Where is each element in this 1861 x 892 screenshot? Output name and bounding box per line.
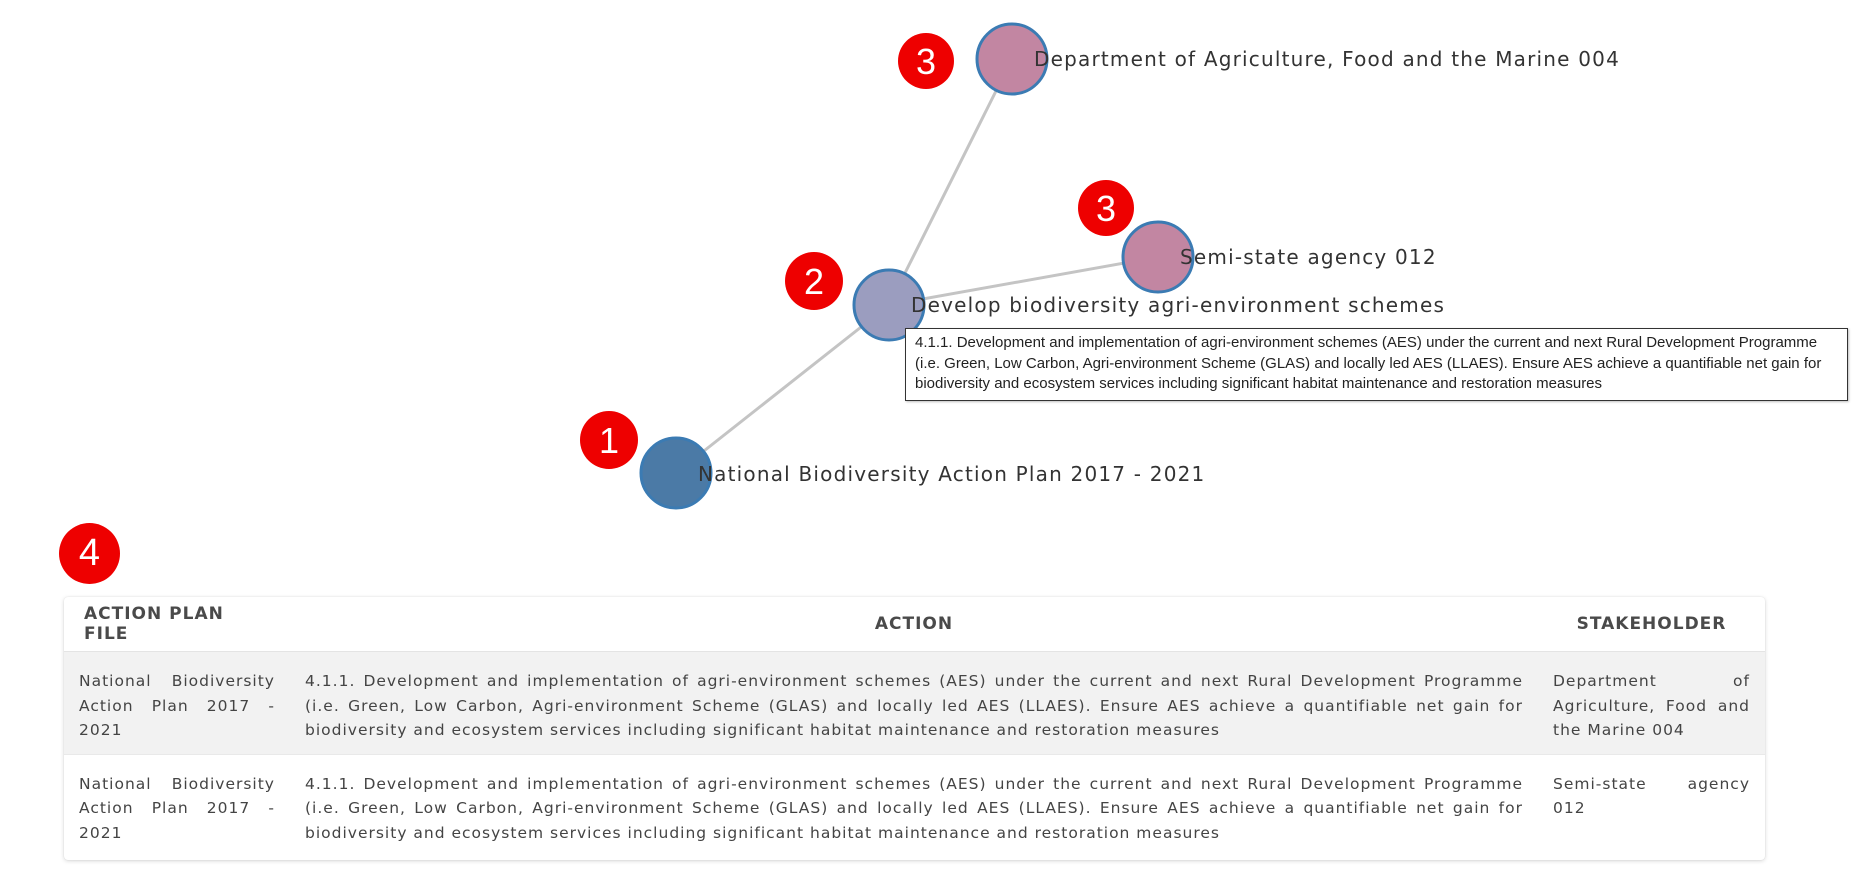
edge-action-semi <box>888 255 1159 307</box>
graph-node-action[interactable]: Develop biodiversity agri-environment sc… <box>852 268 1445 342</box>
node-label-plan: National Biodiversity Action Plan 2017 -… <box>698 462 1205 486</box>
graph-node-plan[interactable]: National Biodiversity Action Plan 2017 -… <box>639 436 1205 510</box>
node-circle-semi[interactable] <box>1121 220 1195 294</box>
step-badge-3-semi: 3 <box>1078 180 1134 236</box>
cell-action-plan-file: National Biodiversity Action Plan 2017 -… <box>64 753 290 856</box>
action-tooltip: 4.1.1. Development and implementation of… <box>905 328 1848 401</box>
stakeholder-table-card: ACTION PLAN FILE ACTION STAKEHOLDER Nati… <box>64 597 1765 860</box>
cell-stakeholder: Department of Agriculture, Food and the … <box>1538 651 1765 754</box>
badge-circle-1 <box>580 411 638 469</box>
step-badge-2: 2 <box>785 252 843 310</box>
edge-plan-action <box>675 303 890 475</box>
graph-node-semi[interactable]: Semi-state agency 012 <box>1121 220 1437 294</box>
step-badge-1: 1 <box>580 411 638 469</box>
cell-action: 4.1.1. Development and implementation of… <box>290 651 1538 754</box>
badge-circle-2 <box>785 252 843 310</box>
cell-stakeholder: Semi-state agency 012 <box>1538 753 1765 856</box>
table-row[interactable]: National Biodiversity Action Plan 2017 -… <box>64 753 1765 856</box>
header-action-plan-file[interactable]: ACTION PLAN FILE <box>64 597 290 652</box>
badge-number-3-semi: 3 <box>1096 188 1116 229</box>
cell-action-plan-file: National Biodiversity Action Plan 2017 -… <box>64 651 290 754</box>
node-label-action: Develop biodiversity agri-environment sc… <box>911 293 1445 317</box>
step-badge-4: 4 <box>59 523 120 584</box>
node-circle-dept[interactable] <box>975 22 1049 96</box>
cell-action: 4.1.1. Development and implementation of… <box>290 753 1538 856</box>
step-badge-3-dept: 3 <box>898 33 954 89</box>
header-action[interactable]: ACTION <box>290 597 1538 652</box>
node-circle-plan[interactable] <box>639 436 713 510</box>
badge-circle-3-semi <box>1078 180 1134 236</box>
table-header-row: ACTION PLAN FILE ACTION STAKEHOLDER <box>64 597 1765 652</box>
stakeholder-table: ACTION PLAN FILE ACTION STAKEHOLDER Nati… <box>64 597 1765 856</box>
graph-edges <box>675 58 1159 475</box>
node-circle-action[interactable] <box>852 268 926 342</box>
badge-number-1: 1 <box>599 420 619 461</box>
node-label-semi: Semi-state agency 012 <box>1180 245 1437 269</box>
edge-action-dept <box>887 58 1014 306</box>
badge-number-3-dept: 3 <box>916 41 936 82</box>
badge-number-2: 2 <box>804 261 824 302</box>
network-graph: National Biodiversity Action Plan 2017 -… <box>580 22 1620 510</box>
graph-node-dept[interactable]: Department of Agriculture, Food and the … <box>975 22 1620 96</box>
header-stakeholder[interactable]: STAKEHOLDER <box>1538 597 1765 652</box>
badge-circle-3-dept <box>898 33 954 89</box>
node-label-dept: Department of Agriculture, Food and the … <box>1034 47 1620 71</box>
table-row[interactable]: National Biodiversity Action Plan 2017 -… <box>64 651 1765 754</box>
